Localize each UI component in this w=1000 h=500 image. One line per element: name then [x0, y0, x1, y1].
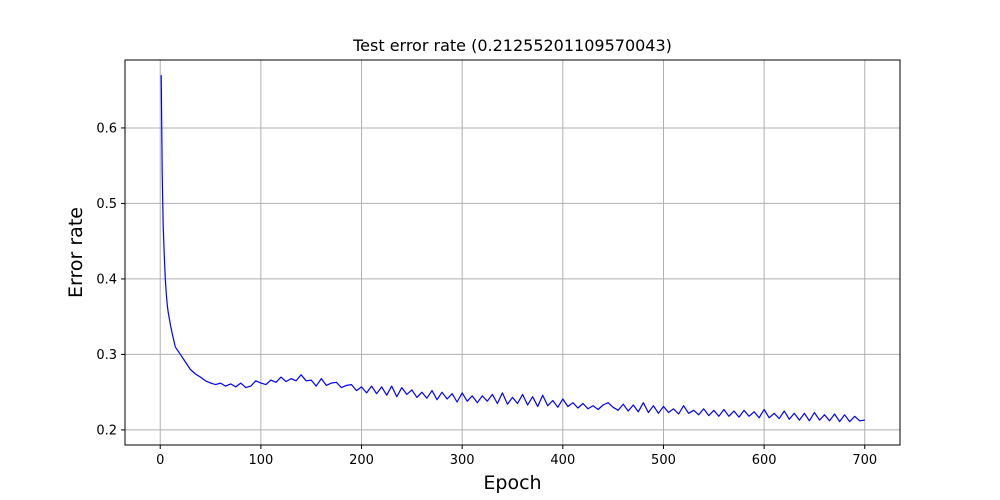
y-tick-label: 0.6 [96, 121, 117, 136]
axis-ticks: 0 100 200 300 400 500 600 700 0.2 0.3 0.4 0.5 0.6 [96, 121, 877, 468]
grid-lines [125, 60, 900, 445]
x-tick-label: 500 [651, 453, 676, 468]
y-tick-label: 0.3 [96, 348, 117, 363]
x-tick-label: 300 [450, 453, 475, 468]
y-tick-label: 0.5 [96, 197, 117, 212]
error-rate-line [160, 75, 865, 423]
x-tick-label: 0 [156, 453, 164, 468]
series-layer [160, 75, 865, 423]
x-tick-label: 700 [852, 453, 877, 468]
x-tick-label: 200 [349, 453, 374, 468]
x-tick-label: 600 [752, 453, 777, 468]
x-tick-label: 100 [248, 453, 273, 468]
x-axis-label: Epoch [483, 472, 541, 494]
y-tick-label: 0.2 [96, 423, 117, 438]
chart-title: Test error rate (0.21255201109570043) [352, 36, 672, 55]
x-tick-label: 400 [550, 453, 575, 468]
plot-frame [124, 59, 901, 446]
y-tick-label: 0.4 [96, 272, 117, 287]
y-axis-label: Error rate [65, 207, 87, 298]
